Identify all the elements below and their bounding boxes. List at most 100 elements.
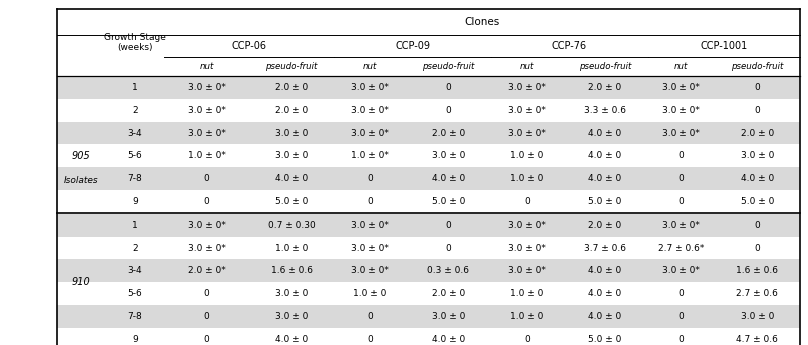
Text: 0: 0 — [367, 335, 373, 344]
Bar — [57, 57, 800, 76]
Bar — [57, 259, 800, 282]
Text: 4.0 ± 0: 4.0 ± 0 — [588, 174, 621, 183]
Text: 3.0 ± 0*: 3.0 ± 0* — [351, 221, 389, 230]
Text: 2.0 ± 0: 2.0 ± 0 — [275, 83, 309, 92]
Text: 1: 1 — [132, 221, 138, 230]
Text: 9: 9 — [132, 197, 138, 206]
Text: pseudo-fruit: pseudo-fruit — [731, 62, 784, 71]
Bar — [57, 282, 800, 305]
Bar — [57, 76, 800, 99]
Text: 3.0 ± 0*: 3.0 ± 0* — [187, 106, 225, 115]
Text: 3.0 ± 0*: 3.0 ± 0* — [507, 244, 545, 253]
Text: 3.0 ± 0*: 3.0 ± 0* — [663, 106, 701, 115]
Text: 2.7 ± 0.6*: 2.7 ± 0.6* — [658, 244, 705, 253]
Text: Isolates: Isolates — [64, 176, 99, 185]
Text: 4.0 ± 0: 4.0 ± 0 — [588, 266, 621, 275]
Text: 0: 0 — [679, 289, 684, 298]
Text: 1.6 ± 0.6: 1.6 ± 0.6 — [271, 266, 313, 275]
Text: 4.0 ± 0: 4.0 ± 0 — [431, 174, 465, 183]
Text: 4.0 ± 0: 4.0 ± 0 — [275, 335, 309, 344]
Text: 0: 0 — [204, 197, 209, 206]
Text: pseudo-fruit: pseudo-fruit — [423, 62, 474, 71]
Text: 3.0 ± 0: 3.0 ± 0 — [431, 151, 465, 160]
Text: 3.0 ± 0: 3.0 ± 0 — [741, 151, 774, 160]
Text: 3.0 ± 0: 3.0 ± 0 — [741, 312, 774, 321]
Text: 905: 905 — [72, 151, 90, 161]
Text: pseudo-fruit: pseudo-fruit — [266, 62, 318, 71]
Text: 1.0 ± 0: 1.0 ± 0 — [353, 289, 387, 298]
Text: 3.0 ± 0*: 3.0 ± 0* — [663, 221, 701, 230]
Text: 1.0 ± 0*: 1.0 ± 0* — [351, 151, 389, 160]
Text: 3.3 ± 0.6: 3.3 ± 0.6 — [584, 106, 626, 115]
Text: nut: nut — [363, 62, 377, 71]
Text: Growth Stage
(weeks): Growth Stage (weeks) — [104, 33, 166, 52]
Text: 3-4: 3-4 — [128, 266, 142, 275]
Text: 3.0 ± 0*: 3.0 ± 0* — [663, 129, 701, 138]
Text: CCP-76: CCP-76 — [552, 41, 587, 51]
Text: 0: 0 — [204, 312, 209, 321]
Text: 0.3 ± 0.6: 0.3 ± 0.6 — [427, 266, 469, 275]
Text: 0: 0 — [367, 174, 373, 183]
Text: 1.0 ± 0: 1.0 ± 0 — [275, 244, 309, 253]
Text: 3.0 ± 0*: 3.0 ± 0* — [663, 83, 701, 92]
Text: 3.0 ± 0*: 3.0 ± 0* — [507, 106, 545, 115]
Text: 3.0 ± 0: 3.0 ± 0 — [275, 151, 309, 160]
Text: 0: 0 — [445, 221, 451, 230]
Text: 5.0 ± 0: 5.0 ± 0 — [431, 197, 465, 206]
Text: 0: 0 — [524, 197, 529, 206]
Bar — [57, 122, 800, 145]
Text: 3.0 ± 0*: 3.0 ± 0* — [187, 83, 225, 92]
Text: 2.0 ± 0: 2.0 ± 0 — [588, 221, 621, 230]
Text: 0: 0 — [679, 335, 684, 344]
Text: 0: 0 — [445, 244, 451, 253]
Text: 2.0 ± 0*: 2.0 ± 0* — [187, 266, 225, 275]
Text: 7-8: 7-8 — [128, 312, 142, 321]
Text: 4.0 ± 0: 4.0 ± 0 — [431, 335, 465, 344]
Text: 5.0 ± 0: 5.0 ± 0 — [588, 197, 622, 206]
Text: 3.0 ± 0: 3.0 ± 0 — [275, 312, 309, 321]
Text: 3.0 ± 0*: 3.0 ± 0* — [507, 129, 545, 138]
Text: 3.7 ± 0.6: 3.7 ± 0.6 — [584, 244, 626, 253]
Text: 0: 0 — [367, 312, 373, 321]
Text: 3.0 ± 0*: 3.0 ± 0* — [507, 221, 545, 230]
Bar — [57, 305, 800, 328]
Text: 3-4: 3-4 — [128, 129, 142, 138]
Text: 0: 0 — [755, 83, 760, 92]
Text: 3.0 ± 0*: 3.0 ± 0* — [187, 129, 225, 138]
Bar — [57, 35, 800, 57]
Text: 2.7 ± 0.6: 2.7 ± 0.6 — [736, 289, 778, 298]
Text: 0: 0 — [679, 197, 684, 206]
Text: 0: 0 — [755, 244, 760, 253]
Bar — [57, 145, 800, 167]
Text: 2.0 ± 0: 2.0 ± 0 — [431, 129, 465, 138]
Text: 0: 0 — [367, 197, 373, 206]
Text: 0: 0 — [679, 312, 684, 321]
Bar — [57, 237, 800, 259]
Bar — [57, 99, 800, 122]
Text: 1.0 ± 0*: 1.0 ± 0* — [187, 151, 225, 160]
Text: 0: 0 — [755, 106, 760, 115]
Text: 3.0 ± 0*: 3.0 ± 0* — [507, 266, 545, 275]
Text: 0.7 ± 0.30: 0.7 ± 0.30 — [267, 221, 316, 230]
Text: 2.0 ± 0: 2.0 ± 0 — [588, 83, 621, 92]
Text: 3.0 ± 0*: 3.0 ± 0* — [351, 106, 389, 115]
Bar — [57, 190, 800, 213]
Text: 0: 0 — [679, 151, 684, 160]
Text: 2.0 ± 0: 2.0 ± 0 — [741, 129, 774, 138]
Text: 3.0 ± 0*: 3.0 ± 0* — [187, 221, 225, 230]
Text: 5-6: 5-6 — [128, 289, 142, 298]
Text: 3.0 ± 0*: 3.0 ± 0* — [507, 83, 545, 92]
Text: 910: 910 — [72, 277, 90, 287]
Text: 3.0 ± 0*: 3.0 ± 0* — [663, 266, 701, 275]
Text: pseudo-fruit: pseudo-fruit — [579, 62, 631, 71]
Text: Clones: Clones — [465, 17, 499, 27]
Text: 0: 0 — [204, 335, 209, 344]
Text: 2.0 ± 0: 2.0 ± 0 — [275, 106, 309, 115]
Text: 0: 0 — [679, 174, 684, 183]
Text: 3.0 ± 0*: 3.0 ± 0* — [351, 266, 389, 275]
Text: 0: 0 — [445, 106, 451, 115]
Text: 4.0 ± 0: 4.0 ± 0 — [588, 129, 621, 138]
Text: 5.0 ± 0: 5.0 ± 0 — [588, 335, 622, 344]
Text: 4.0 ± 0: 4.0 ± 0 — [588, 312, 621, 321]
Text: 0: 0 — [524, 335, 529, 344]
